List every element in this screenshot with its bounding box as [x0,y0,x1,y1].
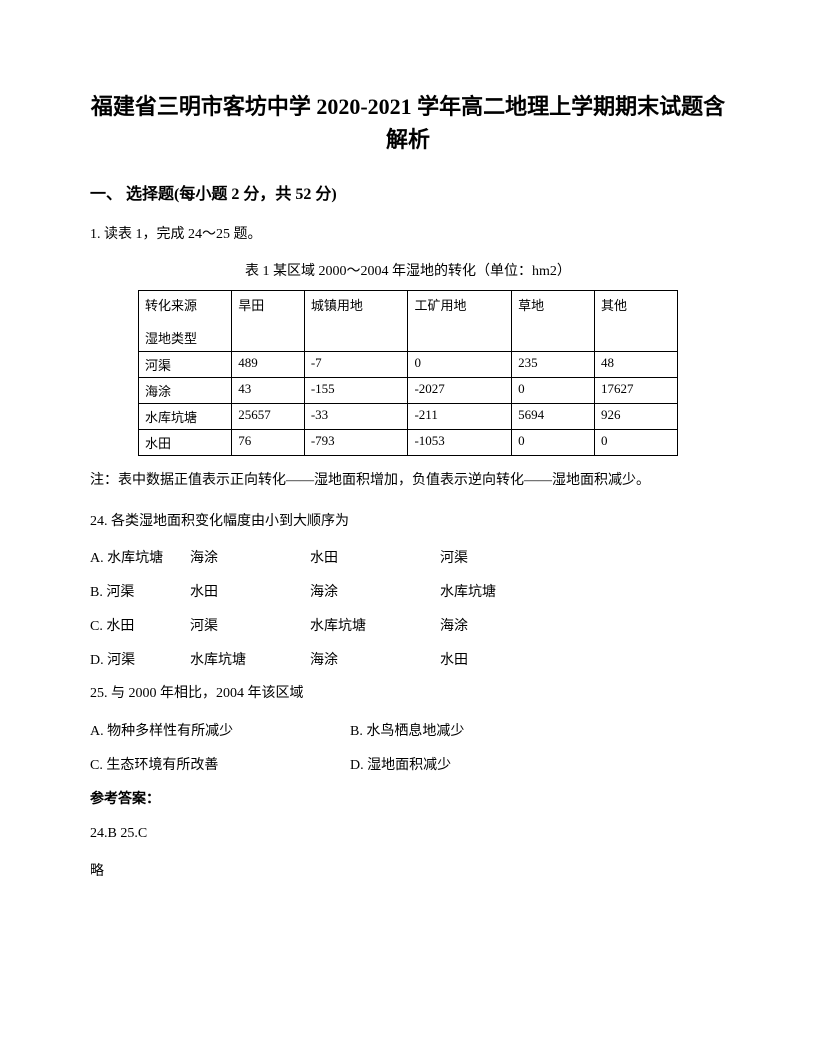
table-row: 海涂 43 -155 -2027 0 17627 [139,378,678,404]
option-item: 水库坑塘 [190,649,310,669]
table-cell: -211 [408,404,512,430]
table-cell: 5694 [512,404,595,430]
option-item: 水田 [440,649,570,669]
table-cell: -155 [304,378,408,404]
table-cell: 76 [232,430,305,456]
option-item: 海涂 [310,649,440,669]
table-row: 河渠 489 -7 0 235 48 [139,352,678,378]
option-item: 海涂 [190,547,310,567]
table-cell: 48 [595,352,678,378]
answer-text: 24.B 25.C [90,826,726,842]
section-header: 一、 选择题(每小题 2 分，共 52 分) [90,180,726,204]
question-intro: 1. 读表 1，完成 24～25 题。 [90,224,726,246]
option-row: A. 水库坑塘 海涂 水田 河渠 [90,547,726,567]
table-cell: 河渠 [139,352,232,378]
table-col-header: 城镇用地 [304,291,408,352]
answer-note: 略 [90,860,726,880]
table-cell: 0 [512,378,595,404]
table-col-header: 工矿用地 [408,291,512,352]
option-item: A. 物种多样性有所减少 [90,720,350,740]
option-item: 水田 [310,547,440,567]
table-cell: 489 [232,352,305,378]
table-row: 水田 76 -793 -1053 0 0 [139,430,678,456]
table-cell: -7 [304,352,408,378]
option-item: C. 生态环境有所改善 [90,754,350,774]
option-row: B. 河渠 水田 海涂 水库坑塘 [90,581,726,601]
option-item: 水库坑塘 [440,581,570,601]
table-col-header: 草地 [512,291,595,352]
table-cell: 25657 [232,404,305,430]
option-item: 水田 [190,581,310,601]
option-item: 河渠 [440,547,570,567]
table-col-header: 旱田 [232,291,305,352]
table-cell: 0 [595,430,678,456]
table-cell: -33 [304,404,408,430]
option-row: C. 水田 河渠 水库坑塘 海涂 [90,615,726,635]
table-header-cell: 转化来源 湿地类型 [139,291,232,352]
data-table: 转化来源 湿地类型 旱田 城镇用地 工矿用地 草地 其他 河渠 489 -7 0… [138,290,678,456]
table-cell: 0 [512,430,595,456]
table-col-header: 其他 [595,291,678,352]
option-key: B. 河渠 [90,581,190,601]
table-cell: -2027 [408,378,512,404]
option-item: 水库坑塘 [310,615,440,635]
table-cell: 0 [408,352,512,378]
option-item: D. 湿地面积减少 [350,754,451,774]
question-25: 25. 与 2000 年相比，2004 年该区域 [90,683,726,705]
option-key: C. 水田 [90,615,190,635]
table-cell: 17627 [595,378,678,404]
option-item: 海涂 [310,581,440,601]
table-row: 水库坑塘 25657 -33 -211 5694 926 [139,404,678,430]
table-cell: 235 [512,352,595,378]
table-header-row: 转化来源 湿地类型 旱田 城镇用地 工矿用地 草地 其他 [139,291,678,352]
table-caption: 表 1 某区域 2000～2004 年湿地的转化（单位：hm2） [90,260,726,280]
option-key: D. 河渠 [90,649,190,669]
option-row: C. 生态环境有所改善 D. 湿地面积减少 [90,754,726,774]
table-cell: -793 [304,430,408,456]
table-cell: 43 [232,378,305,404]
answer-header: 参考答案： [90,788,726,808]
option-key: A. 水库坑塘 [90,547,190,567]
question-24: 24. 各类湿地面积变化幅度由小到大顺序为 [90,511,726,533]
table-cell: 水田 [139,430,232,456]
option-row: D. 河渠 水库坑塘 海涂 水田 [90,649,726,669]
table-note: 注：表中数据正值表示正向转化——湿地面积增加，负值表示逆向转化——湿地面积减少。 [90,470,726,492]
table-cell: 926 [595,404,678,430]
header-bottom: 湿地类型 [145,331,197,346]
table-cell: 水库坑塘 [139,404,232,430]
table-cell: 海涂 [139,378,232,404]
header-top: 转化来源 [145,295,225,314]
page-title: 福建省三明市客坊中学 2020-2021 学年高二地理上学期期末试题含解析 [90,90,726,156]
option-item: 海涂 [440,615,570,635]
option-item: B. 水鸟栖息地减少 [350,720,464,740]
option-item: 河渠 [190,615,310,635]
table-cell: -1053 [408,430,512,456]
option-row: A. 物种多样性有所减少 B. 水鸟栖息地减少 [90,720,726,740]
